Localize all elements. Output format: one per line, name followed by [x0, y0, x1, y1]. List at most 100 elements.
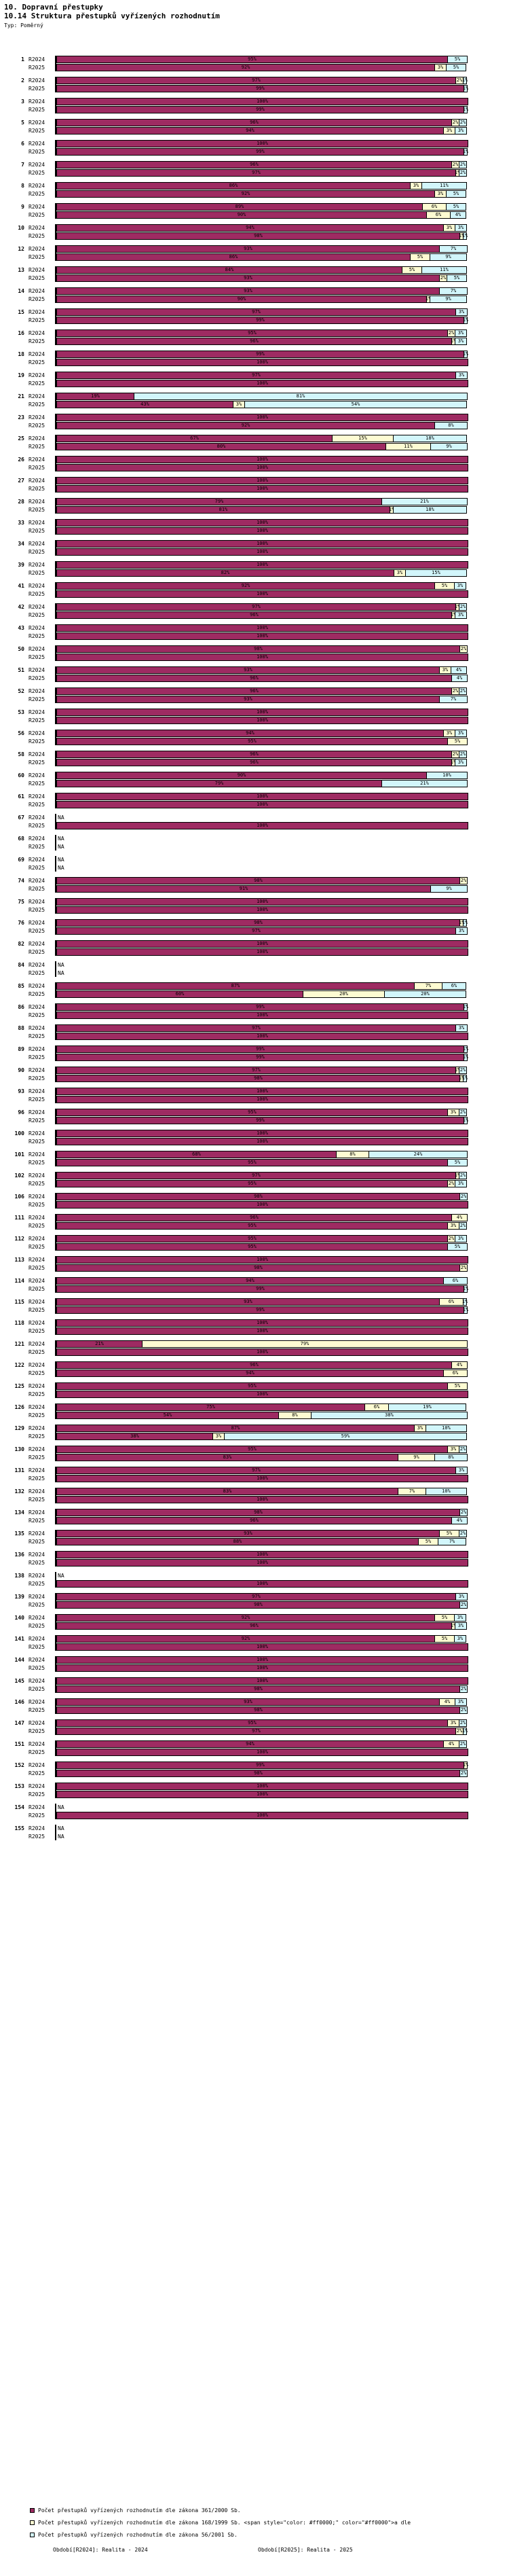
stacked-bar[interactable]: 98% 2% — [56, 1770, 468, 1777]
bar-segment[interactable]: 11% — [421, 266, 467, 274]
bar-segment[interactable]: 100% — [56, 1643, 468, 1651]
bar-segment[interactable]: 97% — [56, 927, 456, 935]
bar-segment[interactable]: 6% — [443, 1277, 468, 1285]
bar-segment[interactable]: 90% — [56, 296, 427, 303]
bar-segment[interactable]: 7% — [438, 1538, 466, 1545]
stacked-bar[interactable]: 100% — [56, 1559, 468, 1567]
bar-segment[interactable]: 3% — [447, 1109, 459, 1116]
bar-segment[interactable]: 3% — [455, 308, 468, 316]
bar-segment[interactable]: 95% — [56, 56, 448, 63]
bar-segment[interactable]: 92% — [56, 64, 435, 71]
bar-segment[interactable]: 91% — [56, 885, 431, 893]
stacked-bar[interactable]: 100% — [56, 822, 468, 829]
bar-segment[interactable]: 93% — [56, 1298, 440, 1306]
bar-segment[interactable]: 98% — [56, 1264, 460, 1272]
bar-segment[interactable]: 99% — [56, 85, 464, 92]
bar-segment[interactable]: 98% — [56, 645, 460, 653]
stacked-bar[interactable]: 92% 5% 3% — [56, 1635, 468, 1643]
bar-segment[interactable]: 94% — [56, 1277, 444, 1285]
stacked-bar[interactable]: 100% — [56, 654, 468, 661]
stacked-bar[interactable]: 100% — [56, 1551, 468, 1558]
stacked-bar[interactable]: 97% 3% — [56, 1593, 468, 1600]
stacked-bar[interactable]: 98% 2% — [56, 877, 468, 884]
bar-segment[interactable]: 96% — [56, 161, 452, 168]
bar-segment[interactable]: 18% — [393, 435, 467, 442]
bar-segment[interactable]: 3% — [455, 372, 468, 379]
bar-segment[interactable]: 1% — [462, 1075, 468, 1082]
stacked-bar[interactable]: 98% 1% 1% — [56, 232, 468, 240]
bar-segment[interactable]: 100% — [56, 1088, 468, 1095]
bar-segment[interactable]: 6% — [442, 982, 466, 990]
bar-segment[interactable]: 59% — [224, 1433, 467, 1440]
bar-segment[interactable]: 99% — [56, 351, 464, 358]
stacked-bar[interactable]: 100% — [56, 632, 468, 640]
bar-segment[interactable]: 3% — [443, 730, 455, 737]
bar-segment[interactable]: 19% — [388, 1403, 466, 1411]
stacked-bar[interactable]: 96% 2% 2% — [56, 161, 468, 168]
stacked-bar[interactable]: 100% — [56, 590, 468, 598]
bar-segment[interactable]: 99% — [56, 1761, 464, 1769]
bar-segment[interactable]: 100% — [56, 477, 468, 484]
bar-segment[interactable]: 84% — [56, 266, 402, 274]
bar-segment[interactable]: 100% — [56, 1677, 468, 1685]
bar-segment[interactable]: 99% — [56, 317, 464, 324]
bar-segment[interactable]: 1% — [463, 148, 468, 156]
stacked-bar[interactable]: 100% — [56, 1664, 468, 1672]
bar-segment[interactable]: 95% — [56, 1243, 448, 1251]
bar-segment[interactable]: 100% — [56, 485, 468, 493]
bar-segment[interactable]: 100% — [56, 1559, 468, 1567]
bar-segment[interactable]: 86% — [56, 253, 411, 261]
bar-segment[interactable]: 1% — [463, 1054, 468, 1061]
stacked-bar[interactable]: 100% — [56, 1475, 468, 1482]
bar-segment[interactable]: 5% — [446, 64, 466, 71]
bar-segment[interactable]: 100% — [56, 1348, 468, 1356]
bar-segment[interactable]: 100% — [56, 654, 468, 661]
bar-segment[interactable]: 3% — [434, 64, 447, 71]
bar-segment[interactable]: 100% — [56, 98, 468, 105]
stacked-bar[interactable]: 93% 4% 3% — [56, 1698, 468, 1706]
stacked-bar[interactable]: 100% — [56, 485, 468, 493]
bar-segment[interactable]: 89% — [56, 203, 423, 211]
bar-segment[interactable]: 4% — [443, 1740, 459, 1748]
bar-segment[interactable]: 100% — [56, 822, 468, 829]
stacked-bar[interactable]: 99% 1% — [56, 351, 468, 358]
stacked-bar[interactable]: 95% 5% — [56, 1382, 468, 1390]
bar-segment[interactable]: 100% — [56, 1391, 468, 1398]
stacked-bar[interactable]: 98% 2% — [56, 645, 468, 653]
bar-segment[interactable]: 79% — [142, 1340, 468, 1348]
bar-segment[interactable]: 99% — [56, 1306, 464, 1314]
bar-segment[interactable]: 43% — [56, 401, 233, 408]
bar-segment[interactable]: 3% — [434, 190, 447, 198]
bar-segment[interactable]: 2% — [459, 1509, 468, 1516]
bar-segment[interactable]: 21% — [56, 1340, 143, 1348]
bar-segment[interactable]: 24% — [369, 1151, 468, 1158]
stacked-bar[interactable]: 93% 3% 4% — [56, 666, 468, 674]
stacked-bar[interactable]: 100% — [56, 1791, 468, 1798]
bar-segment[interactable]: 5% — [447, 56, 468, 63]
bar-segment[interactable]: 98% — [56, 919, 460, 927]
bar-segment[interactable]: 100% — [56, 1012, 468, 1019]
stacked-bar[interactable]: 89% 6% 5% — [56, 203, 468, 211]
stacked-bar[interactable]: 81% 1% 18% — [56, 506, 468, 514]
bar-segment[interactable]: 1% — [463, 1761, 468, 1769]
bar-segment[interactable]: 38% — [56, 1433, 213, 1440]
bar-segment[interactable]: 94% — [56, 1740, 444, 1748]
bar-segment[interactable]: 3% — [454, 582, 466, 590]
bar-segment[interactable]: 97% — [56, 308, 456, 316]
stacked-bar[interactable]: 100% — [56, 624, 468, 632]
bar-segment[interactable]: 100% — [56, 464, 468, 471]
bar-segment[interactable]: 2% — [459, 1193, 468, 1200]
bar-segment[interactable]: 3% — [394, 569, 406, 577]
stacked-bar[interactable]: 100% — [56, 380, 468, 387]
bar-segment[interactable]: 3% — [447, 1719, 459, 1727]
stacked-bar[interactable]: 96% 2% 2% — [56, 119, 468, 126]
bar-segment[interactable]: 100% — [56, 561, 468, 569]
bar-segment[interactable]: 95% — [56, 1222, 448, 1230]
bar-segment[interactable]: 7% — [439, 696, 468, 703]
bar-segment[interactable]: 100% — [56, 632, 468, 640]
stacked-bar[interactable]: 90% 1% 9% — [56, 296, 468, 303]
stacked-bar[interactable]: 100% — [56, 793, 468, 800]
bar-segment[interactable]: 9% — [430, 443, 468, 450]
bar-segment[interactable]: 2% — [459, 1222, 467, 1230]
stacked-bar[interactable]: 95% 2% 3% — [56, 329, 468, 337]
